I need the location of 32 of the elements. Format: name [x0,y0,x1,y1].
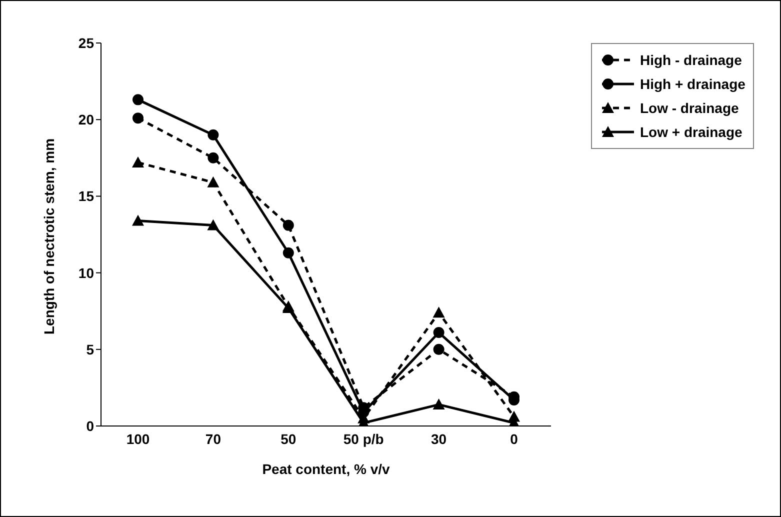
x-axis-title: Peat content, % v/v [262,461,390,477]
point [208,129,219,140]
legend-label: Low + drainage [640,124,742,140]
x-tick-label: 50 [280,430,296,447]
point [208,152,219,164]
point [282,220,294,231]
point [207,219,220,230]
point [132,94,144,106]
y-tick-label: 25 [78,34,94,51]
y-tick-label: 0 [86,418,94,434]
point [432,306,445,318]
legend-label: Low - drainage [640,100,739,116]
legend-label: High - drainage [640,52,742,68]
y-tick-label: 5 [86,341,94,358]
point [432,398,445,410]
x-tick-label: 50 p/b [343,430,384,447]
x-tick-label: 100 [126,430,150,447]
legend-label: High + drainage [640,76,746,92]
point [132,156,144,168]
point [282,247,294,258]
point [207,176,220,188]
point [132,214,144,226]
point [433,344,444,355]
y-tick-label: 15 [78,188,94,204]
point [132,112,144,124]
y-tick-label: 10 [78,264,94,281]
x-tick-label: 30 [431,430,447,447]
x-tick-label: 0 [510,430,518,447]
point [433,327,444,338]
y-axis-title: Length of nectrotic stem, mm [40,138,57,334]
x-tick-label: 70 [205,430,222,447]
y-tick-label: 20 [78,112,94,128]
